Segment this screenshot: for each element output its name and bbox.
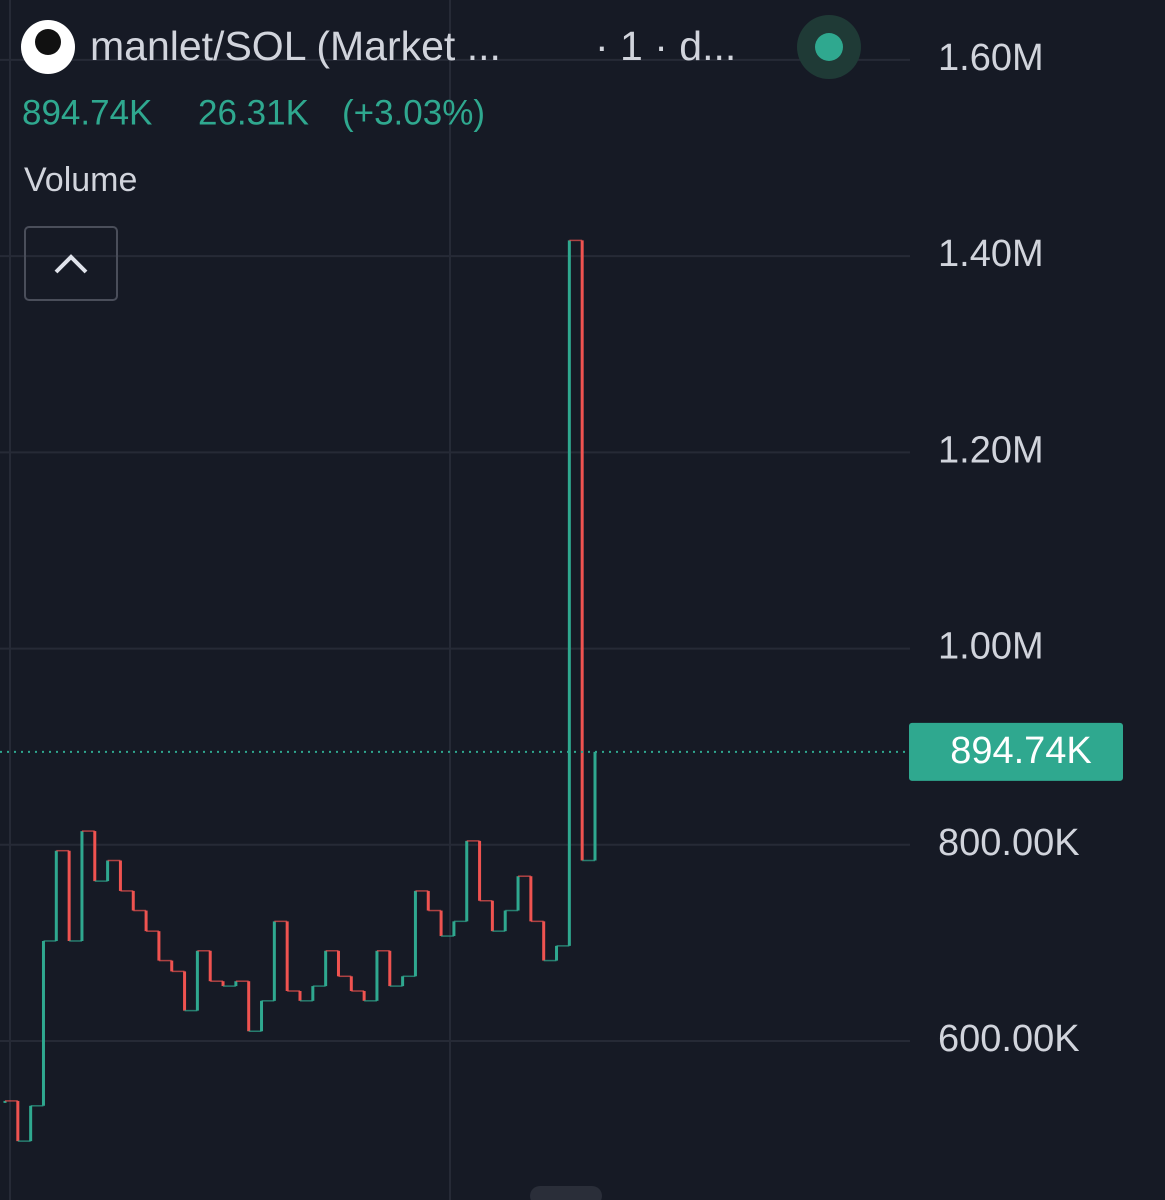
y-tick-label: 1.60M	[938, 37, 1044, 79]
plot	[0, 58, 910, 1142]
y-tick-label: 1.00M	[938, 626, 1044, 668]
y-tick-label: 1.40M	[938, 233, 1044, 275]
last-price-box	[909, 722, 1123, 781]
last-price: 894.74K	[22, 93, 152, 132]
scroll-handle[interactable]	[530, 1186, 602, 1200]
collapse-button[interactable]	[24, 226, 118, 301]
y-tick-label: 800.00K	[938, 822, 1080, 864]
token-icon-face	[35, 29, 61, 55]
change: 26.31K	[198, 93, 309, 132]
indicator-label: Volume	[24, 161, 137, 199]
change-pct: (+3.03%)	[342, 93, 485, 132]
chevron-icon	[54, 254, 88, 274]
status-dot	[815, 33, 843, 61]
interval: · 1 · d...	[595, 23, 736, 69]
symbol-title: manlet/SOL (Market ...	[90, 23, 501, 69]
y-tick-label: 1.20M	[938, 429, 1044, 471]
y-tick-label: 600.00K	[938, 1018, 1080, 1060]
last-price-label: 894.74K	[950, 730, 1092, 772]
